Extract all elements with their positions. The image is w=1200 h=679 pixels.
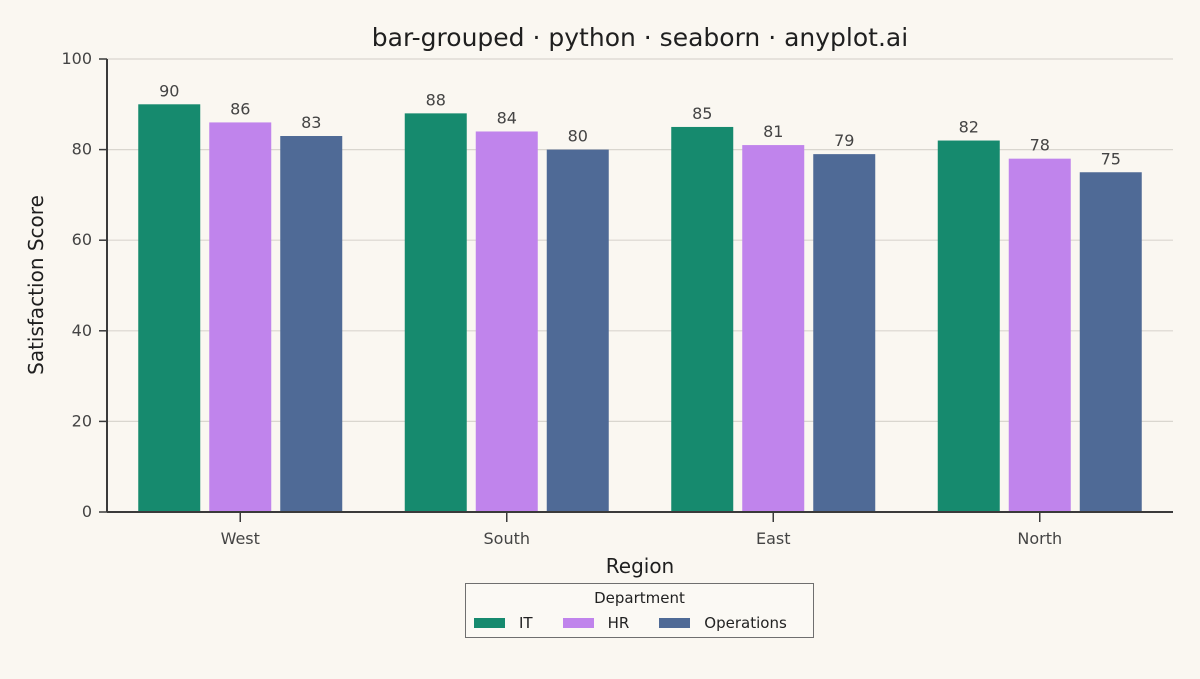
x-axis-label: Region (606, 554, 674, 578)
bar-it-east (671, 126, 734, 512)
legend: Department IT HR Operations (465, 583, 814, 638)
data-label-operations-west: 83 (301, 113, 321, 132)
data-label-it-north: 82 (959, 118, 979, 137)
y-tick-label: 40 (72, 321, 92, 340)
data-label-operations-south: 80 (568, 127, 588, 146)
legend-label-hr: HR (607, 614, 630, 632)
y-tick-label: 100 (61, 49, 92, 68)
x-tick-label: North (1017, 529, 1062, 548)
bars (138, 104, 1142, 513)
legend-label-it: IT (519, 614, 533, 632)
data-label-operations-north: 75 (1101, 149, 1121, 168)
data-label-it-west: 90 (159, 81, 179, 100)
legend-title: Department (594, 589, 685, 607)
x-tick-label: South (484, 529, 531, 548)
bar-hr-south (475, 131, 538, 513)
legend-item-operations: Operations (659, 614, 787, 632)
x-tick-label: East (756, 529, 791, 548)
bar-operations-south (546, 149, 609, 512)
data-label-hr-north: 78 (1030, 136, 1050, 155)
data-label-operations-east: 79 (834, 131, 854, 150)
legend-swatch-hr (562, 618, 594, 628)
legend-item-hr: HR (562, 614, 630, 632)
bar-operations-west (280, 136, 343, 512)
legend-item-it: IT (474, 614, 533, 632)
data-label-it-east: 85 (692, 104, 712, 123)
data-label-hr-south: 84 (497, 108, 517, 127)
bar-hr-east (742, 145, 805, 512)
bar-it-south (404, 113, 467, 513)
legend-items: IT HR Operations (474, 614, 787, 632)
axes: 0 20 40 60 80 100 West South East North (61, 49, 1173, 548)
bar-it-west (138, 104, 201, 513)
bar-hr-west (209, 122, 272, 513)
data-label-hr-west: 86 (230, 99, 250, 118)
bar-operations-north (1079, 172, 1142, 512)
legend-label-operations: Operations (704, 614, 787, 632)
data-label-hr-east: 81 (763, 122, 783, 141)
y-tick-label: 20 (72, 411, 92, 430)
bar-hr-north (1008, 158, 1071, 512)
y-axis-label: Satisfaction Score (24, 195, 48, 375)
chart-title: bar-grouped · python · seaborn · anyplot… (372, 23, 908, 52)
data-labels: 90 86 83 88 84 80 85 81 79 82 78 75 (159, 81, 1121, 168)
legend-swatch-it (474, 618, 505, 628)
y-tick-label: 0 (82, 502, 92, 521)
bar-it-north (937, 140, 1000, 513)
y-tick-label: 60 (72, 230, 92, 249)
y-tick-label: 80 (72, 140, 92, 159)
data-label-it-south: 88 (426, 90, 446, 109)
x-tick-label: West (221, 529, 260, 548)
bar-operations-east (813, 154, 876, 512)
legend-swatch-operations (659, 618, 691, 628)
